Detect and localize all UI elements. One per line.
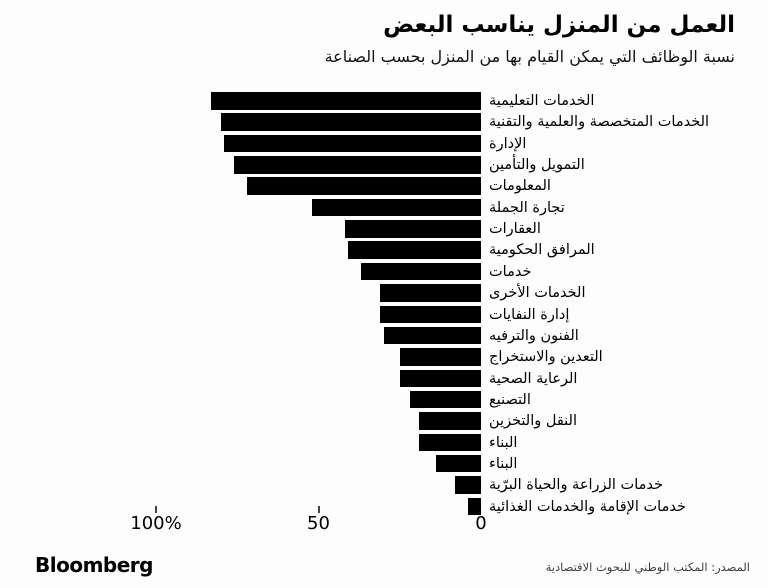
bar-category-label: العقارات [489, 221, 541, 238]
x-axis-tick [317, 506, 320, 513]
bar [312, 198, 481, 217]
bar [468, 497, 481, 516]
bar-category-label: التمويل والتأمين [489, 157, 585, 174]
bar-category-label: خدمات [489, 263, 532, 280]
bar-category-label: التعدين والاستخراج [489, 349, 603, 366]
bar [221, 113, 481, 131]
bar-category-label: الخدمات الأخرى [489, 285, 586, 302]
bar [409, 390, 481, 409]
bar-category-label: الرعاية الصحية [489, 370, 578, 387]
x-axis-tick [155, 506, 157, 513]
bar [380, 284, 481, 302]
bar-category-label: التصنيع [489, 391, 531, 408]
bar [383, 326, 481, 345]
x-axis-label: 50 [307, 513, 330, 534]
bar-category-label: خدمات الزراعة والحياة البرّية [489, 477, 663, 494]
bar [360, 262, 481, 281]
chart-subtitle: نسبة الوظائف التي يمكن القيام بها من الم… [324, 47, 735, 66]
bar-category-label: الخدمات المتخصصة والعلمية والتقنية [489, 114, 710, 131]
bar-category-label: الإدارة [489, 135, 527, 152]
x-axis-label: 0 [475, 513, 487, 534]
bar [247, 177, 481, 195]
bar [419, 433, 481, 452]
bar [399, 348, 481, 366]
bar [435, 454, 481, 473]
bar-category-label: المرافق الحكومية [489, 242, 595, 259]
x-axis-label: 100% [130, 513, 182, 534]
bar-category-label: إدارة النفايات [489, 306, 570, 323]
bar-category-label: البناء [489, 434, 518, 451]
bar [234, 156, 481, 174]
bar [419, 412, 481, 430]
bar-category-label: النقل والتخزين [489, 413, 578, 430]
bloomberg-logo: Bloomberg [35, 553, 153, 577]
bar [455, 476, 481, 494]
bar-category-label: الفنون والترفيه [489, 327, 579, 344]
bar-category-label: خدمات الإقامة والخدمات الغذائية [489, 498, 686, 515]
bar [380, 305, 481, 323]
bar [344, 220, 481, 238]
source-note: المصدر: المكتب الوطني للبحوث الاقتصادية [545, 560, 750, 574]
bar-category-label: الخدمات التعليمية [489, 93, 595, 109]
bar [399, 369, 481, 388]
bar [211, 92, 481, 110]
bar-category-label: المعلومات [489, 178, 551, 195]
bar-category-label: البناء [489, 455, 518, 472]
bar [224, 134, 481, 153]
chart-title: العمل من المنزل يناسب البعض [383, 12, 735, 38]
bar-category-label: تجارة الجملة [489, 199, 565, 216]
bar [347, 241, 481, 259]
